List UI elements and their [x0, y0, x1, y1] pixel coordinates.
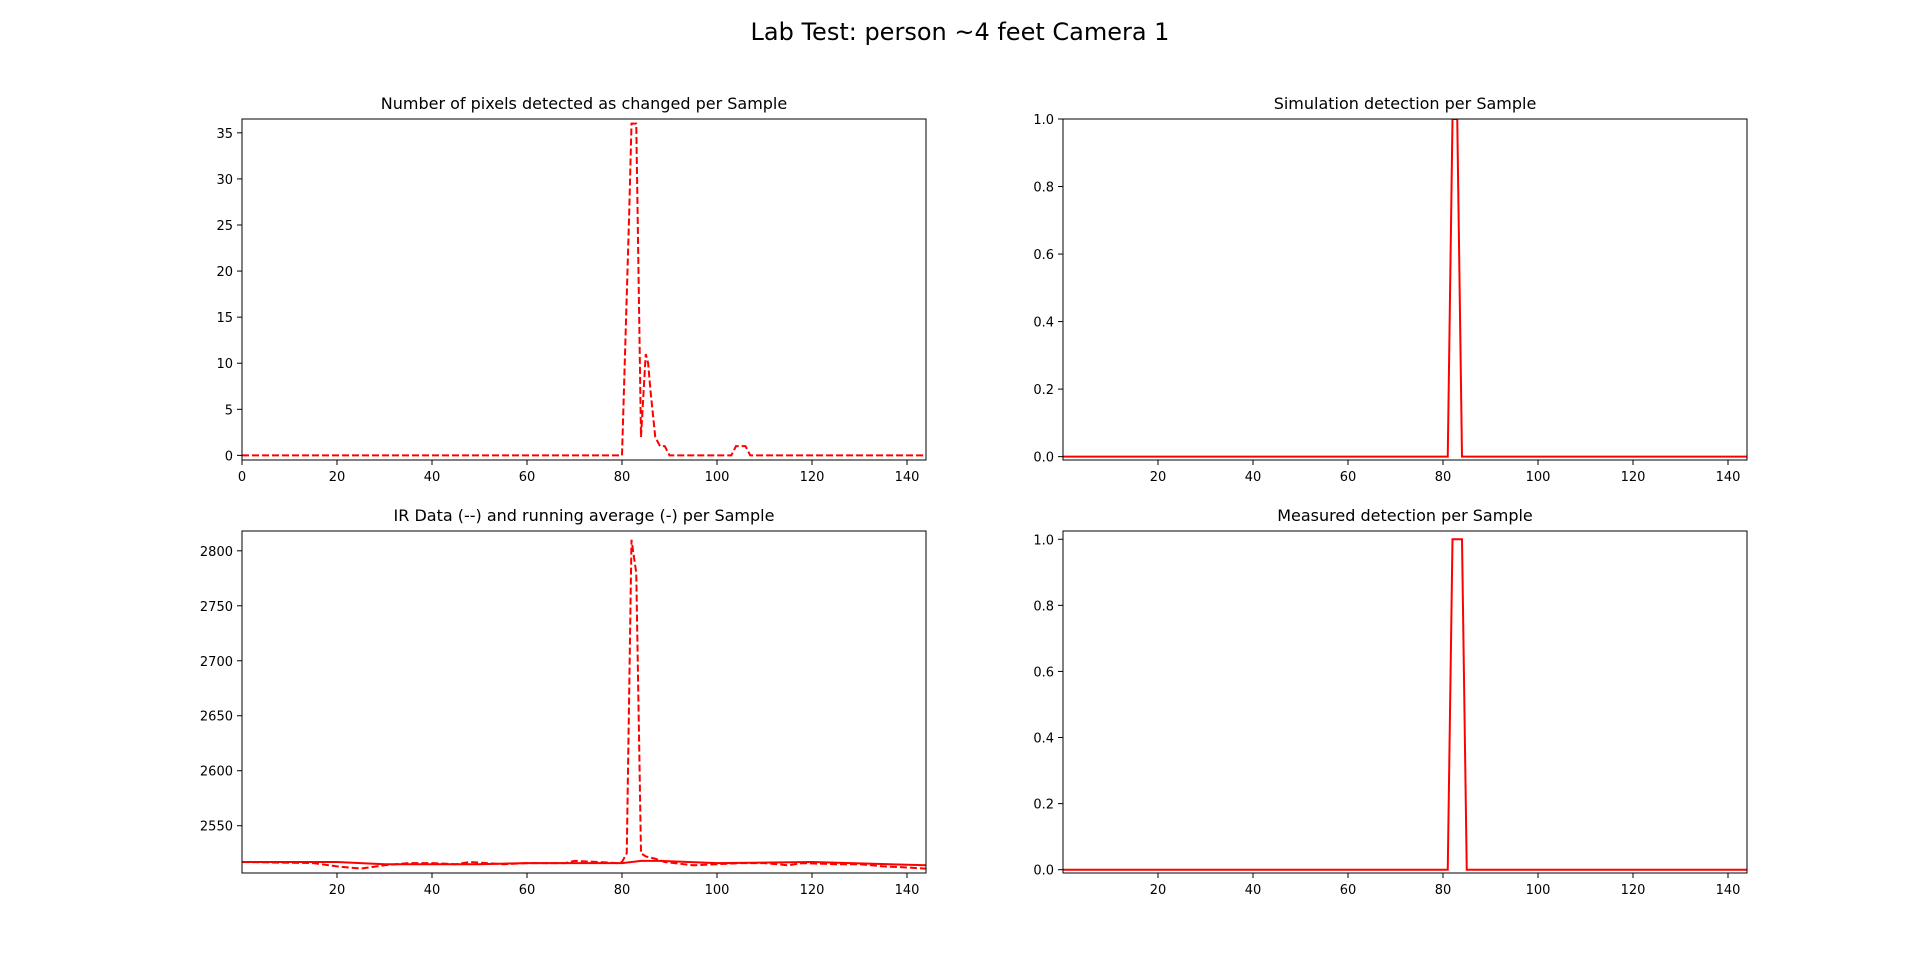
- x-tick-label: 120: [1621, 883, 1646, 898]
- x-tick-label: 40: [424, 470, 441, 485]
- y-tick-label: 2550: [200, 820, 233, 835]
- measured-detection-chart: 20 40 60 80 100 120 140 0.0 0.2 0.4 0.6 0.8 1.0 Measu…: [1033, 506, 1748, 898]
- chart-title: Measured detection per Sample: [1277, 506, 1533, 525]
- ir-data-chart: 20 40 60 80 100 120 140 2550 2600 2650 2700 2750 280…: [200, 506, 927, 898]
- y-tick-label: 0.6: [1033, 665, 1054, 680]
- y-tick-label: 0.6: [1033, 248, 1054, 263]
- x-tick-label: 40: [1245, 470, 1262, 485]
- x-tick-label: 20: [329, 883, 346, 898]
- y-tick-label: 2700: [200, 655, 233, 670]
- y-tick-label: 2600: [200, 765, 233, 780]
- x-tick-label: 20: [1150, 883, 1167, 898]
- y-tick-label: 0.8: [1033, 599, 1054, 614]
- series-line-solid: [1063, 538, 1747, 871]
- y-tick-label: 2800: [200, 545, 233, 560]
- y-tick-label: 20: [216, 265, 233, 280]
- x-tick-label: 0: [238, 470, 246, 485]
- series-line-solid: [242, 859, 926, 867]
- x-tick-label: 140: [895, 883, 920, 898]
- y-tick-label: 0.8: [1033, 181, 1054, 196]
- x-tick-label: 80: [614, 470, 631, 485]
- x-tick-label: 120: [800, 470, 825, 485]
- y-tick-label: 15: [216, 311, 233, 326]
- axes-frame: [241, 530, 927, 874]
- y-tick-label: 35: [216, 127, 233, 142]
- y-tick-label: 1.0: [1033, 533, 1054, 548]
- x-tick-label: 100: [1526, 470, 1551, 485]
- y-tick-label: 0.4: [1033, 316, 1054, 331]
- y-tick-label: 0.0: [1033, 864, 1054, 879]
- x-tick-label: 80: [614, 883, 631, 898]
- x-tick-label: 120: [1621, 470, 1646, 485]
- x-tick-label: 140: [1716, 470, 1741, 485]
- series-line-solid: [1063, 119, 1747, 458]
- axes-frame: [241, 118, 927, 461]
- y-tick-label: 2750: [200, 600, 233, 615]
- x-tick-label: 20: [1150, 470, 1167, 485]
- x-tick-label: 100: [1526, 883, 1551, 898]
- y-tick-label: 0.4: [1033, 732, 1054, 747]
- figure-title: Lab Test: person ~4 feet Camera 1: [750, 18, 1170, 46]
- x-tick-label: 120: [800, 883, 825, 898]
- axes-frame: [1062, 118, 1748, 461]
- x-tick-label: 60: [1340, 470, 1357, 485]
- y-tick-label: 25: [216, 219, 233, 234]
- chart-title: Number of pixels detected as changed per…: [381, 94, 787, 113]
- series-line-dashed: [242, 122, 926, 457]
- chart-title: IR Data (--) and running average (-) per…: [394, 506, 775, 525]
- simulation-detection-chart: 20 40 60 80 100 120 140 0.0 0.2 0.4 0.6 0.8 1.0 Simul…: [1033, 94, 1748, 485]
- x-tick-label: 140: [1716, 883, 1741, 898]
- x-tick-label: 80: [1435, 470, 1452, 485]
- x-tick-label: 140: [895, 470, 920, 485]
- y-tick-label: 2650: [200, 710, 233, 725]
- y-tick-label: 5: [225, 403, 233, 418]
- x-tick-label: 80: [1435, 883, 1452, 898]
- x-tick-label: 60: [1340, 883, 1357, 898]
- pixels-changed-chart: 0 20 40 60 80 100 120 140 0 5 10 15 20 25 30 35 Number o…: [216, 94, 927, 485]
- x-tick-label: 60: [519, 883, 536, 898]
- series-line-dashed: [242, 539, 926, 870]
- x-tick-label: 40: [424, 883, 441, 898]
- y-tick-label: 30: [216, 173, 233, 188]
- y-tick-label: 0: [225, 449, 233, 464]
- x-tick-label: 40: [1245, 883, 1262, 898]
- axes-frame: [1062, 530, 1748, 874]
- x-tick-label: 100: [705, 883, 730, 898]
- y-tick-label: 1.0: [1033, 113, 1054, 128]
- y-tick-label: 10: [216, 357, 233, 372]
- y-tick-label: 0.2: [1033, 383, 1054, 398]
- chart-title: Simulation detection per Sample: [1274, 94, 1537, 113]
- x-tick-label: 100: [705, 470, 730, 485]
- x-tick-label: 60: [519, 470, 536, 485]
- x-tick-label: 20: [329, 470, 346, 485]
- y-tick-label: 0.0: [1033, 451, 1054, 466]
- y-tick-label: 0.2: [1033, 798, 1054, 813]
